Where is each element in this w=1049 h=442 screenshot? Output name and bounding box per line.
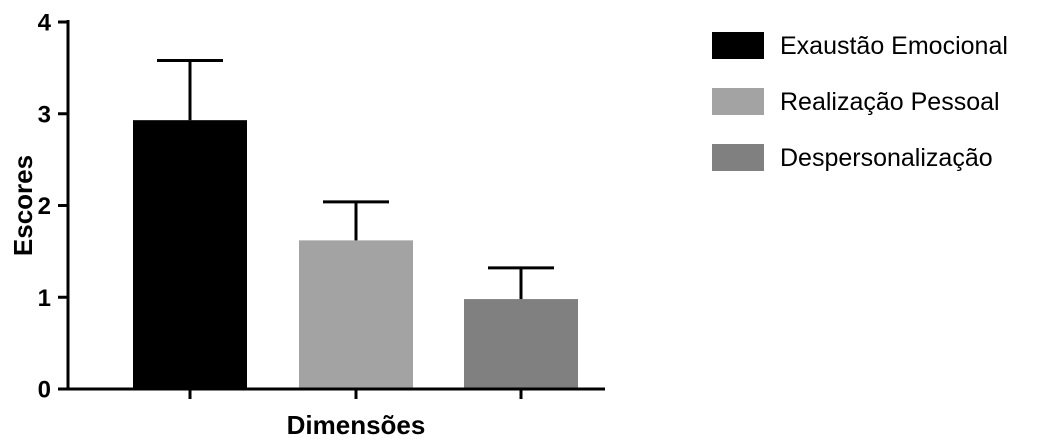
y-axis-title: Escores (8, 155, 38, 256)
y-tick-label-2: 2 (38, 193, 51, 220)
bar-2 (299, 240, 413, 389)
legend-label-2: Realização Pessoal (780, 88, 1000, 116)
y-tick-label-0: 0 (38, 377, 51, 404)
bar-1 (133, 120, 247, 390)
x-axis-title: Dimensões (287, 410, 426, 440)
y-tick-label-3: 3 (38, 101, 51, 128)
bar-3 (464, 299, 578, 389)
legend-label-3: Despersonalização (780, 144, 993, 172)
legend-swatch-1 (712, 32, 764, 59)
x-axis-ticks (188, 389, 523, 399)
y-axis-ticks: 0 1 2 3 4 (38, 10, 68, 404)
legend-swatch-3 (712, 144, 764, 171)
bars (133, 120, 578, 390)
legend: Exaustão Emocional Realização Pessoal Desp… (712, 32, 1008, 172)
error-bars (157, 59, 554, 300)
y-tick-label-4: 4 (38, 10, 52, 37)
legend-label-1: Exaustão Emocional (780, 32, 1008, 60)
legend-swatch-2 (712, 88, 764, 115)
y-tick-label-1: 1 (38, 285, 51, 312)
